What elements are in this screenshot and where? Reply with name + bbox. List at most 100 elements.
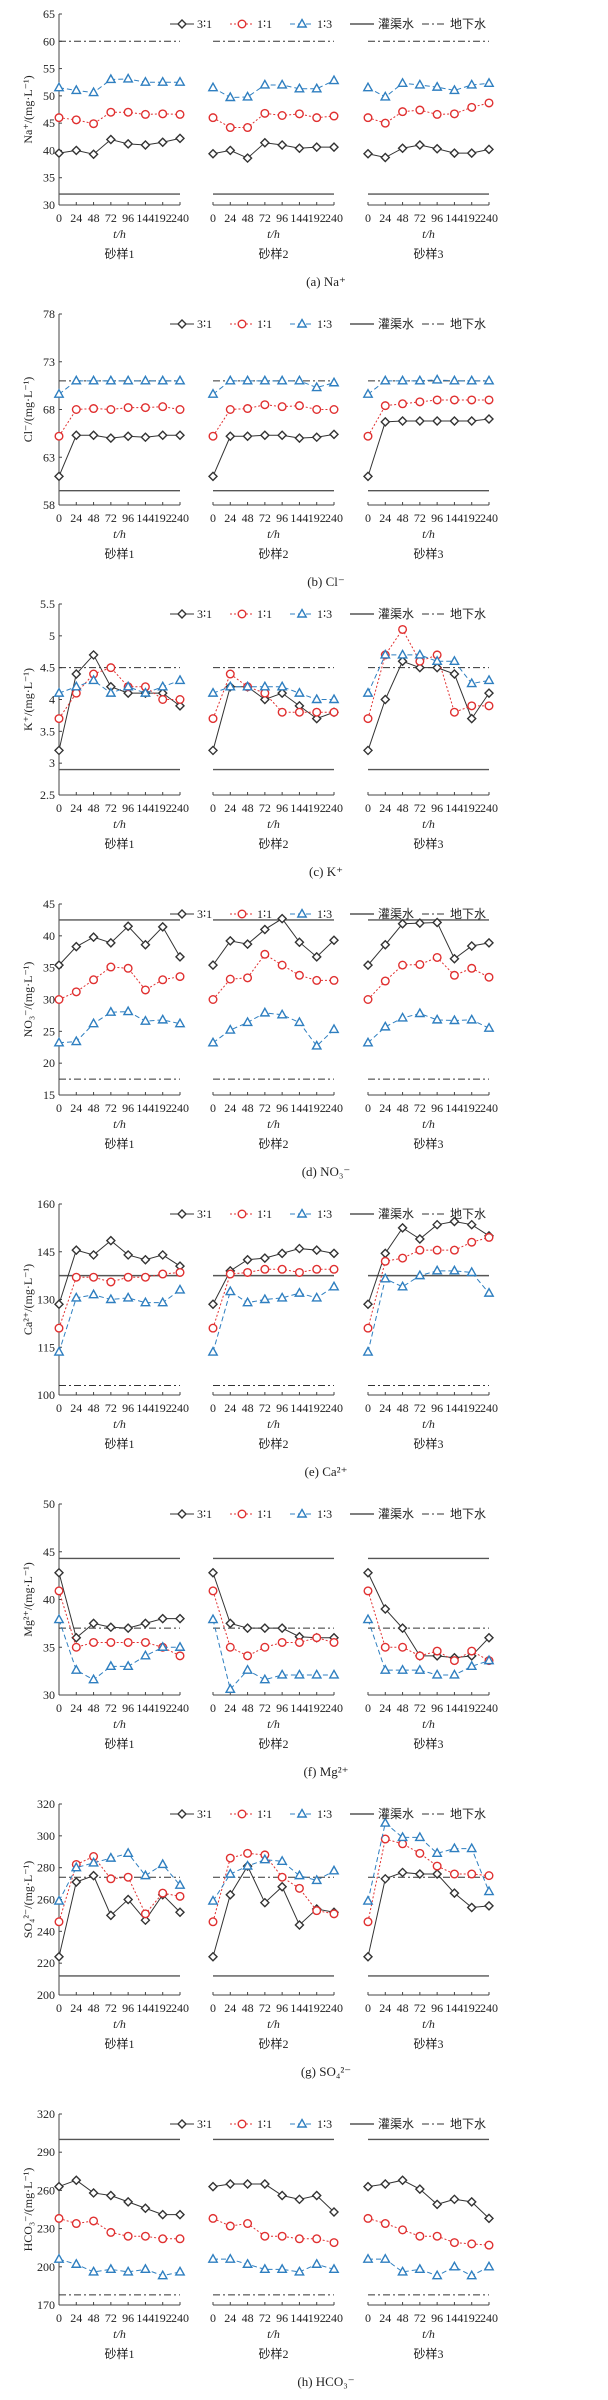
y-tick-label: 40: [43, 929, 55, 943]
y-tick-label: 25: [43, 1024, 55, 1038]
x-axis-label: t/h: [422, 817, 435, 831]
diamond-marker: [175, 700, 185, 711]
triangle-marker: [328, 74, 340, 85]
circle-marker: [140, 1637, 150, 1647]
circle-marker: [467, 102, 477, 112]
circle-marker: [432, 395, 442, 405]
x-tick-label: 24: [70, 2311, 82, 2325]
diamond-marker: [484, 688, 494, 699]
triangle-marker: [242, 1860, 253, 1870]
diamond-marker: [329, 1248, 339, 1259]
panel-h: 170 200 230 260 290 320 HCO₃⁻/(mg·L⁻¹) 0 24 48 72 9…: [21, 2107, 498, 2389]
diamond-marker: [432, 917, 443, 928]
circle-marker: [260, 400, 270, 410]
x-tick-label: 192: [463, 1701, 481, 1715]
diamond-marker: [259, 1253, 270, 1264]
circle-marker: [208, 1917, 218, 1927]
circle-marker: [175, 1267, 185, 1277]
triangle-marker: [242, 1296, 253, 1307]
group-label: 砂样2: [258, 546, 288, 561]
x-tick-label: 48: [397, 1701, 409, 1715]
legend-label: 地下水: [450, 317, 486, 331]
x-tick-label: 192: [154, 1401, 172, 1415]
diamond-marker: [71, 430, 82, 441]
legend-label: 灌渠水: [378, 1207, 414, 1221]
triangle-marker: [53, 81, 65, 92]
circle-marker: [158, 1269, 168, 1279]
circle-marker: [398, 960, 408, 970]
triangle-marker: [174, 374, 186, 385]
triangle-marker: [105, 73, 117, 84]
x-tick-label: 144: [445, 1101, 463, 1115]
x-axis-label: t/h: [422, 1417, 435, 1431]
x-tick-label: 72: [105, 2001, 117, 2015]
circle-marker: [89, 404, 99, 414]
diamond-marker: [363, 2181, 373, 2192]
x-tick-label: 240: [171, 2311, 189, 2325]
triangle-marker: [449, 655, 460, 665]
diamond-marker: [208, 471, 218, 482]
x-axis-label: t/h: [113, 1417, 126, 1431]
triangle-marker: [122, 374, 134, 385]
circle-marker: [312, 405, 322, 415]
triangle-marker: [379, 1272, 391, 1283]
x-tick-label: 0: [365, 2311, 371, 2325]
diamond-marker: [105, 1622, 116, 1633]
triangle-marker: [397, 2265, 408, 2276]
diamond-marker: [380, 2179, 391, 2190]
triangle-marker: [259, 2263, 271, 2274]
triangle-marker: [140, 1296, 151, 1307]
diamond-marker: [88, 2187, 99, 2198]
circle-marker: [467, 963, 477, 973]
series-line-3-1: [367, 418, 490, 477]
triangle-marker: [157, 1013, 169, 1024]
diamond-marker: [140, 1254, 151, 1265]
triangle-marker: [242, 91, 253, 101]
diamond-marker: [71, 1632, 82, 1643]
circle-marker: [277, 2231, 287, 2241]
x-tick-label: 72: [414, 1401, 426, 1415]
triangle-marker: [431, 1013, 443, 1024]
triangle-marker: [296, 2118, 308, 2128]
circle-marker: [225, 669, 235, 679]
circle-marker: [398, 1839, 408, 1849]
y-tick-label: 260: [37, 1893, 55, 1907]
diamond-marker: [363, 471, 373, 482]
series-line-1-3: [367, 1012, 490, 1044]
x-tick-label: 0: [365, 1701, 371, 1715]
diamond-marker: [432, 415, 443, 426]
diamond-marker: [397, 1222, 408, 1233]
diamond-marker: [329, 2207, 339, 2218]
group-label: 砂样3: [413, 246, 443, 261]
circle-marker: [398, 2225, 408, 2235]
triangle-marker: [53, 687, 65, 697]
circle-marker: [243, 1651, 253, 1661]
legend-label: 1∶1: [257, 17, 272, 31]
triangle-marker: [328, 1023, 340, 1034]
group-label: 砂样2: [258, 2346, 288, 2361]
triangle-marker: [483, 1654, 495, 1665]
x-tick-label: 192: [154, 2311, 172, 2325]
diamond-marker: [380, 694, 391, 705]
triangle-marker: [276, 1855, 288, 1865]
triangle-marker: [311, 1040, 323, 1050]
x-tick-label: 72: [259, 1701, 271, 1715]
circle-marker: [415, 1651, 425, 1661]
x-tick-label: 72: [105, 211, 117, 225]
circle-marker: [175, 2234, 185, 2244]
x-tick-label: 72: [414, 1701, 426, 1715]
diamond-marker: [88, 649, 99, 660]
legend-label: 1∶3: [317, 907, 332, 921]
diamond-marker: [140, 139, 151, 150]
circle-marker: [449, 1656, 459, 1666]
legend: 3∶1 1∶1 1∶3 灌渠水 地下水: [170, 1507, 486, 1521]
diamond-marker: [311, 432, 322, 443]
y-tick-label: 220: [37, 1956, 55, 1970]
triangle-marker: [70, 1291, 82, 1302]
circle-marker: [484, 98, 494, 108]
circle-marker: [449, 970, 459, 980]
x-tick-label: 0: [56, 801, 62, 815]
triangle-marker: [70, 1035, 82, 1046]
circle-marker: [71, 1272, 81, 1282]
diamond-marker: [329, 935, 339, 946]
